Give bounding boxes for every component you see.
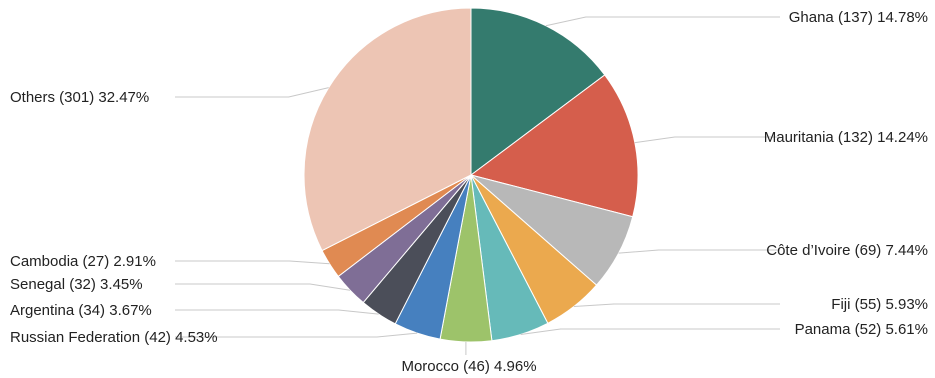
slice-label-panama: Panama (52) 5.61%: [795, 321, 928, 338]
slice-label-c-te-d-ivoire: Côte d’Ivoire (69) 7.44%: [766, 242, 928, 259]
leader-lines: [175, 16, 780, 355]
leader-line-senegal: [175, 283, 351, 291]
slice-label-mauritania: Mauritania (132) 14.24%: [764, 129, 928, 146]
slice-label-ghana: Ghana (137) 14.78%: [789, 9, 928, 26]
leader-line-fiji: [573, 303, 780, 307]
leader-line-others: [175, 87, 329, 98]
leader-line-mauritania: [634, 136, 780, 144]
leader-line-cambodia: [175, 260, 330, 265]
slice-label-senegal: Senegal (32) 3.45%: [10, 276, 143, 293]
pie-slice-ghana[interactable]: [470, 7, 606, 176]
leader-line-c-te-d-ivoire: [618, 249, 780, 254]
slice-label-russian-federation: Russian Federation (42) 4.53%: [10, 329, 218, 346]
leader-line-argentina: [175, 309, 379, 315]
leader-line-panama: [520, 328, 780, 335]
slice-label-fiji: Fiji (55) 5.93%: [831, 296, 928, 313]
slice-label-argentina: Argentina (34) 3.67%: [10, 302, 152, 319]
leader-line-russian-federation: [175, 332, 418, 338]
leader-line-ghana: [545, 16, 780, 27]
slice-label-others: Others (301) 32.47%: [10, 89, 149, 106]
pie-slices: [303, 7, 639, 343]
slice-labels: Ghana (137) 14.78% Mauritania (132) 14.24…: [10, 9, 928, 375]
slice-label-morocco: Morocco (46) 4.96%: [401, 358, 536, 375]
slice-label-cambodia: Cambodia (27) 2.91%: [10, 253, 156, 270]
